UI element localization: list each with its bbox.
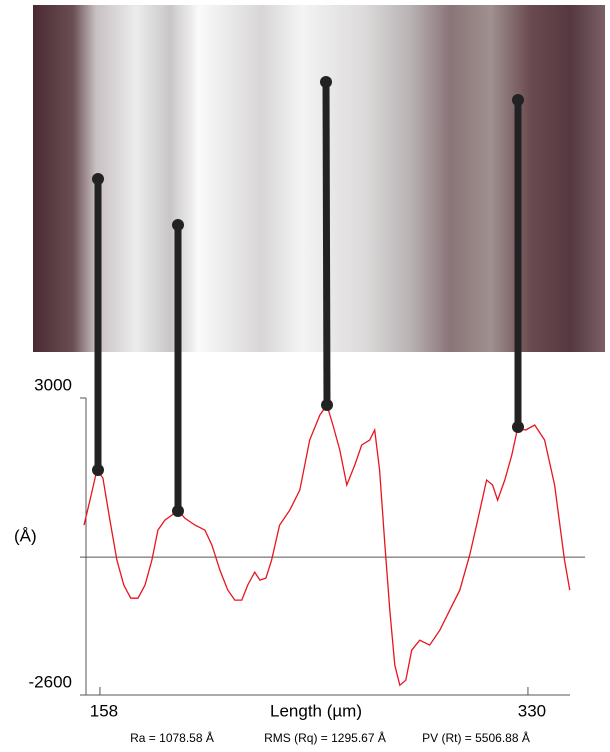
profile-line <box>83 403 571 687</box>
stat-label: PV (Rt) = 5506.88 Å <box>422 730 530 745</box>
profile-chart: -2600 3000 158 330 Length (µm) (Å) Ra = 1078.5… <box>14 375 585 745</box>
x-axis-label: Length (µm) <box>270 701 362 720</box>
connector-dot <box>321 399 333 411</box>
connector-dot <box>92 464 104 476</box>
connector-dot <box>512 94 524 106</box>
y-tick-label: 3000 <box>34 375 72 394</box>
y-tick-label: -2600 <box>29 672 72 691</box>
connector-dot <box>172 505 184 517</box>
stat-label: Ra = 1078.58 Å <box>130 730 214 745</box>
stat-label: RMS (Rq) = 1295.67 Å <box>264 730 386 745</box>
connector-dot <box>172 219 184 231</box>
connector-dot <box>512 421 524 433</box>
x-tick-label: 158 <box>90 701 118 720</box>
connectors <box>92 76 524 517</box>
afm-image <box>33 5 605 352</box>
connector-dot <box>92 173 104 185</box>
y-axis-label: (Å) <box>14 526 37 545</box>
connector <box>322 81 331 406</box>
connector-dot <box>320 76 332 88</box>
x-tick-label: 330 <box>518 701 546 720</box>
